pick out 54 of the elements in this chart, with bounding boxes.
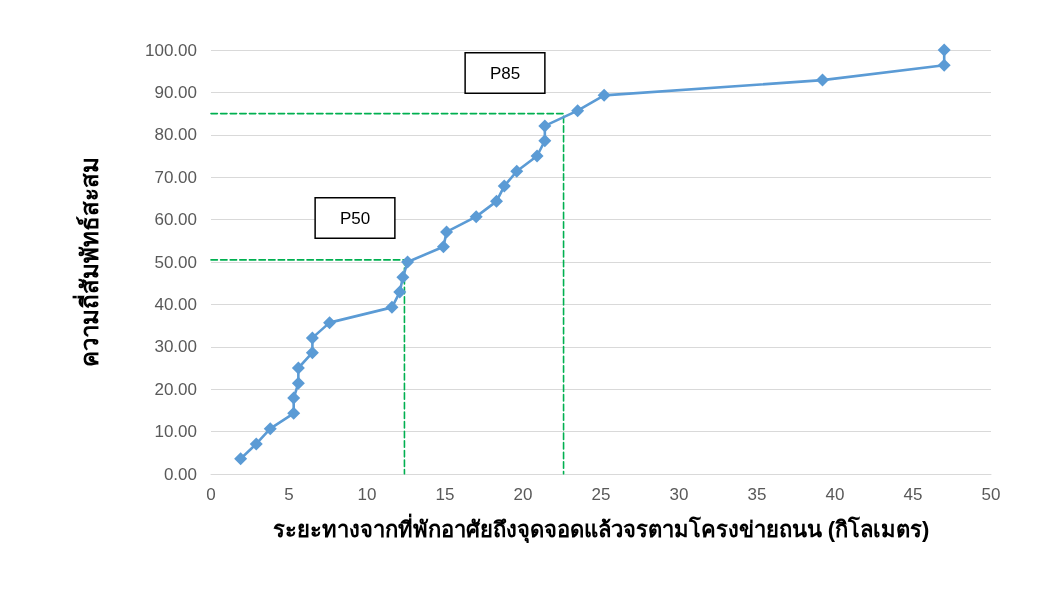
x-tick-label: 20 [513,485,533,504]
x-tick-label: 45 [903,485,923,504]
point [816,73,830,87]
x-tick-label: 10 [357,485,377,504]
point [249,437,263,451]
annotation: P85 [489,63,521,83]
x-tick-label: 35 [747,485,767,504]
point [385,300,399,314]
y-tick-label: 90.00 [154,82,197,102]
point [401,255,415,269]
x-axis-title: ระยะทางจากที่พักอาศัยถึงจุดจอดแล้วจรตามโครงข่ายถนน (กิโลเมตร) [272,512,930,544]
point [291,376,305,390]
point [287,406,301,420]
point [937,58,951,72]
y-tick-label: 70.00 [154,167,197,187]
y-tick-label: 20.00 [154,379,197,399]
point [597,88,611,102]
point [497,179,511,193]
point [287,391,301,405]
x-tick-label: 40 [825,485,845,504]
point [393,285,407,299]
y-axis-title: ความถี่สัมพัทธ์สะสม [71,157,103,367]
annotation: P50 [339,208,371,228]
x-tick-label: 0 [206,485,216,504]
point [530,149,544,163]
point [396,270,410,284]
y-tick-label: 60.00 [154,210,197,230]
x-tick-label: 25 [591,485,611,504]
x-tick-label: 5 [284,485,294,504]
point [937,43,951,57]
x-tick-label: 15 [435,485,455,504]
y-tick-label: 30.00 [154,337,197,357]
point [263,422,277,436]
point [305,331,319,345]
point [571,104,585,118]
point [436,240,450,254]
point [538,119,552,133]
y-tick-label: 50.00 [154,252,197,272]
x-tick-label: 50 [981,485,1001,504]
point [440,225,454,239]
x-tick-label: 30 [669,485,689,504]
y-tick-label: 0.00 [163,464,197,484]
point [469,210,483,224]
y-tick-label: 10.00 [154,422,197,442]
point [510,164,524,178]
point [291,361,305,375]
point [538,134,552,148]
point [305,346,319,360]
point [234,452,248,466]
y-tick-label: 100.00 [145,40,197,60]
y-tick-label: 80.00 [154,125,197,145]
point [489,194,503,208]
point [323,316,337,330]
y-tick-label: 40.00 [154,294,197,314]
